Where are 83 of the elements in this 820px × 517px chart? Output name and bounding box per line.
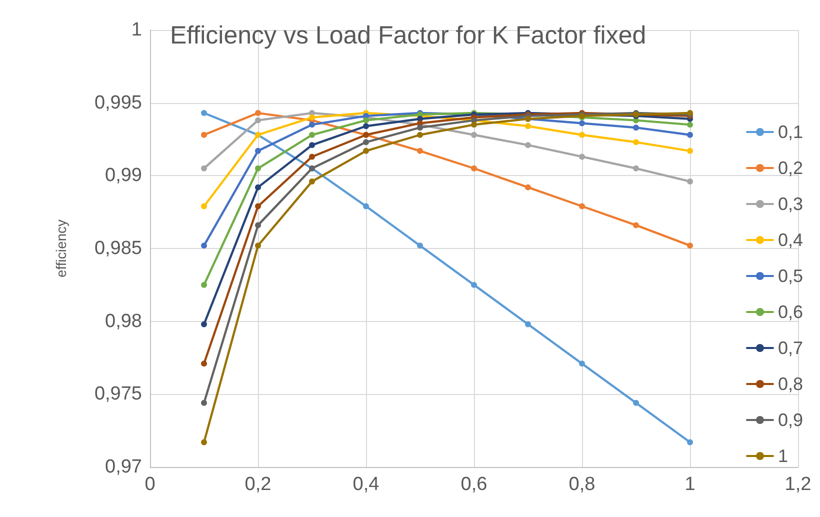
legend-label: 0,1: [778, 122, 804, 142]
y-tick-label: 0,98: [105, 310, 142, 332]
point: [525, 321, 531, 328]
x-tick-label: 0,6: [460, 474, 488, 495]
legend-label: 0,9: [778, 410, 804, 430]
point: [633, 165, 639, 172]
x-tick-label: 0,8: [568, 474, 596, 495]
point: [579, 120, 585, 126]
point: [201, 110, 207, 116]
y-tick-label: 0,975: [94, 384, 142, 405]
point: [201, 400, 207, 406]
point: [255, 184, 261, 190]
y-axis-title: efficiency: [53, 219, 69, 278]
point: [633, 400, 639, 406]
point: [309, 122, 315, 128]
point: [471, 282, 477, 288]
x-tick-label: 0: [144, 474, 156, 495]
point: [417, 124, 423, 131]
point: [471, 165, 477, 172]
point: [201, 321, 207, 328]
y-tick-label: 0,97: [105, 456, 142, 478]
point: [363, 203, 369, 210]
point: [579, 203, 585, 210]
point: [363, 148, 369, 154]
point: [525, 184, 531, 190]
point: [363, 123, 369, 130]
point: [525, 142, 531, 148]
point: [255, 222, 261, 228]
point: [417, 132, 423, 138]
point: [579, 360, 585, 367]
point: [471, 132, 477, 138]
point: [309, 142, 315, 148]
point: [309, 178, 315, 184]
point: [633, 222, 639, 228]
point: [255, 242, 261, 249]
point: [417, 148, 423, 154]
point: [687, 122, 693, 128]
point: [255, 110, 261, 116]
legend-label: 0,7: [778, 338, 804, 358]
point: [201, 132, 207, 138]
point: [255, 203, 261, 210]
point: [633, 139, 639, 146]
point: [255, 117, 261, 124]
legend-label: 0,8: [778, 374, 804, 394]
point: [201, 203, 207, 210]
point: [687, 178, 693, 184]
point: [687, 148, 693, 154]
legend-label: 0,4: [778, 230, 804, 250]
x-tick-label: 0,2: [244, 474, 272, 495]
y-tick-label: 1: [131, 20, 142, 40]
y-tick-label: 0,995: [94, 92, 142, 114]
point: [417, 242, 423, 249]
point: [687, 242, 693, 249]
x-tick-label: 1: [684, 474, 696, 495]
point: [363, 117, 369, 124]
point: [579, 154, 585, 160]
point: [309, 132, 315, 138]
x-tick-label: 0,4: [352, 474, 380, 495]
point: [471, 122, 477, 128]
x-tick-label: 1,2: [784, 474, 812, 495]
legend-label: 0,3: [778, 194, 804, 214]
legend-label: 0,2: [778, 158, 804, 178]
point: [201, 242, 207, 249]
legend-label: 0,5: [778, 266, 804, 286]
point: [255, 148, 261, 154]
point: [201, 439, 207, 446]
point: [687, 439, 693, 446]
chart-title: Efficiency vs Load Factor for K Factor fixed: [170, 22, 646, 50]
point: [309, 114, 315, 120]
legend-label: 0,6: [778, 302, 804, 322]
y-tick-label: 0,985: [94, 238, 142, 259]
point: [255, 165, 261, 172]
point: [201, 282, 207, 288]
legend-label: 1: [778, 446, 788, 466]
point: [201, 360, 207, 367]
point: [309, 154, 315, 160]
point: [687, 132, 693, 138]
point: [201, 165, 207, 172]
point: [525, 123, 531, 130]
point: [579, 132, 585, 138]
point: [633, 124, 639, 131]
point: [363, 139, 369, 146]
y-tick-label: 0,99: [105, 165, 142, 186]
